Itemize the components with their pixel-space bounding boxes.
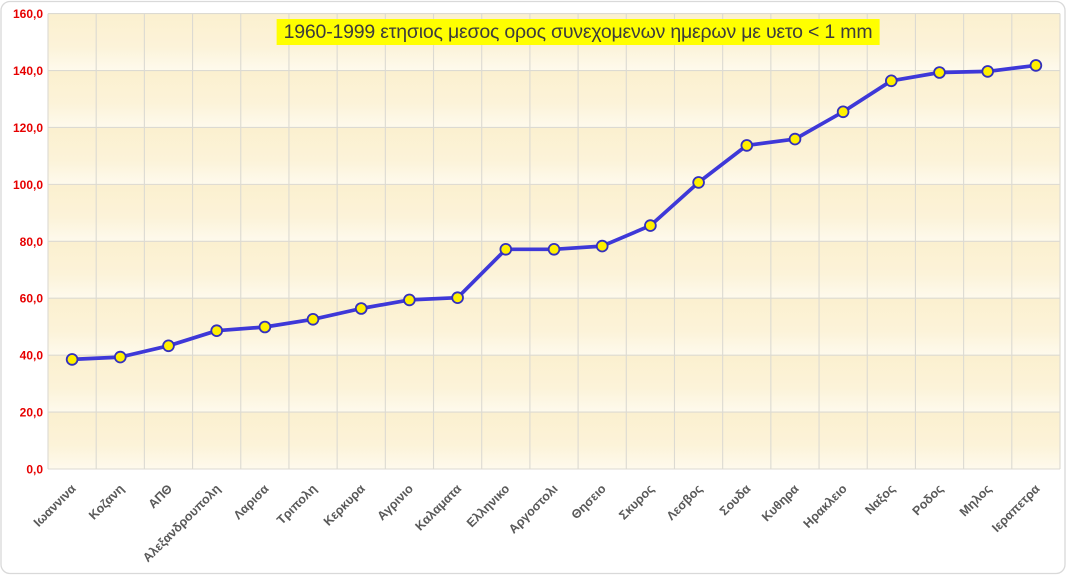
y-tick-label: 40,0 — [20, 349, 44, 363]
data-point-Κυθηρα — [788, 132, 802, 146]
plot-band — [48, 184, 1060, 242]
data-point-Ιεραπετρα — [1029, 59, 1043, 72]
y-tick-label: 160,0 — [13, 7, 43, 21]
plot-band — [48, 127, 1060, 185]
chart-title: 1960-1999 ετησιος μεσος ορος συνεχομενων… — [276, 19, 880, 45]
data-point-Αλεξανδρουπολη — [210, 324, 224, 338]
data-point-Ιωαννινα — [65, 353, 79, 366]
data-point-Τριπολη — [306, 312, 320, 326]
data-point-Αργοστολι — [547, 243, 561, 256]
data-point-Σουδα — [740, 139, 754, 152]
data-point-ΑΠΘ — [162, 339, 175, 353]
data-point-Μηλος — [981, 65, 994, 78]
plot-area — [48, 13, 1060, 470]
data-point-Σκυρος — [644, 219, 657, 232]
y-tick-label: 120,0 — [13, 121, 43, 135]
data-point-Ροδος — [933, 66, 946, 79]
data-point-Λαρισα — [258, 320, 272, 334]
data-points — [65, 59, 1043, 366]
data-point-Καλαματα — [451, 291, 464, 305]
data-point-Ελληνικο — [499, 243, 513, 256]
y-tick-label: 60,0 — [20, 292, 44, 306]
y-tick-label: 140,0 — [13, 64, 43, 78]
data-point-Κερκυρα — [354, 302, 368, 315]
data-point-Ναξος — [884, 74, 898, 88]
y-tick-label: 20,0 — [20, 406, 44, 420]
plot-band — [48, 298, 1060, 356]
y-tick-label: 100,0 — [13, 178, 43, 192]
data-point-Λεσβος — [692, 176, 705, 189]
plot-band — [48, 412, 1060, 470]
y-tick-label: 0,0 — [26, 463, 43, 477]
plot-band — [48, 355, 1060, 413]
data-point-Κοζανη — [114, 350, 127, 364]
gridlines — [47, 13, 1061, 470]
data-point-Ηρακλειο — [836, 105, 850, 119]
y-axis: 0,0 20,0 40,0 60,0 80,0 100,0 120,0 140,0 160,0 — [13, 7, 43, 476]
data-point-Θησειο — [595, 239, 609, 253]
data-point-Αγρινιο — [403, 293, 416, 307]
y-tick-label: 80,0 — [20, 235, 44, 249]
